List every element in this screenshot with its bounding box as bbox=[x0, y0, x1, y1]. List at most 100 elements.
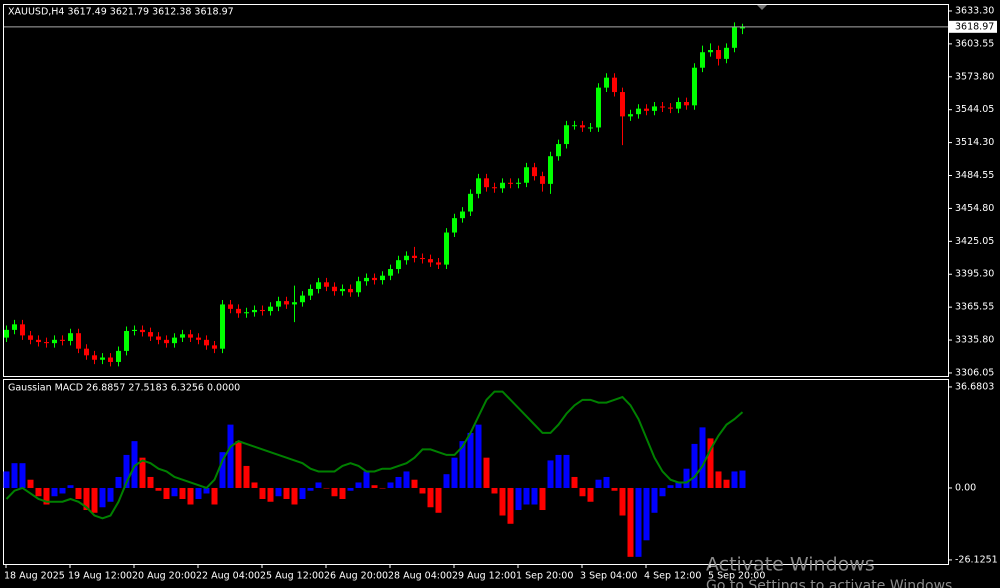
histogram-bar bbox=[451, 457, 458, 488]
histogram-bar bbox=[11, 463, 18, 488]
histogram-bar bbox=[595, 479, 602, 488]
candle-body bbox=[188, 334, 193, 338]
histogram-bar bbox=[131, 441, 138, 488]
candle-body bbox=[236, 308, 241, 314]
histogram-bar bbox=[443, 474, 450, 488]
x-tick-label: 29 Aug 12:00 bbox=[452, 571, 516, 582]
histogram-bar bbox=[123, 454, 130, 488]
y-tick-label: 3395.30 bbox=[955, 269, 994, 280]
candle-body bbox=[420, 257, 425, 260]
y-tick-label: 3454.80 bbox=[955, 203, 994, 214]
histogram-bar bbox=[19, 463, 26, 488]
candle-body bbox=[124, 330, 129, 351]
candle-body bbox=[684, 102, 689, 106]
y-tick-label: 3544.05 bbox=[955, 104, 994, 115]
histogram-bar bbox=[467, 432, 474, 488]
candle-body bbox=[116, 350, 121, 362]
candle-body bbox=[396, 260, 401, 270]
histogram-bar bbox=[331, 487, 338, 497]
watermark-subtitle: Go to Settings to activate Windows. bbox=[706, 578, 957, 588]
histogram-bar bbox=[419, 487, 426, 494]
histogram-bar bbox=[475, 424, 482, 488]
histogram-bar bbox=[667, 485, 674, 488]
candle-body bbox=[604, 77, 609, 88]
histogram-bar bbox=[395, 476, 402, 488]
histogram-bar bbox=[251, 482, 258, 488]
histogram-bar bbox=[243, 465, 250, 488]
histogram-bar bbox=[619, 487, 626, 516]
histogram-bar bbox=[275, 487, 282, 497]
candle-body bbox=[244, 312, 249, 314]
histogram-bar bbox=[715, 471, 722, 488]
histogram-bar bbox=[499, 487, 506, 516]
histogram-bar bbox=[3, 471, 10, 488]
histogram-bar bbox=[691, 443, 698, 488]
candle-body bbox=[708, 50, 713, 53]
histogram-bar bbox=[347, 487, 354, 491]
candle-body bbox=[12, 324, 17, 330]
candle-body bbox=[476, 178, 481, 194]
histogram-bar bbox=[307, 487, 314, 491]
macd-title: Gaussian MACD 26.8857 27.5183 6.3256 0.0… bbox=[8, 383, 240, 394]
candle-body bbox=[644, 108, 649, 111]
x-tick-label: 19 Aug 12:00 bbox=[68, 571, 132, 582]
candle-body bbox=[276, 301, 281, 307]
candle-body bbox=[572, 125, 577, 127]
histogram-bar bbox=[155, 487, 162, 491]
histogram-bar bbox=[651, 487, 658, 513]
candle-body bbox=[580, 125, 585, 128]
price-title: XAUUSD,H4 3617.49 3621.79 3612.38 3618.9… bbox=[8, 7, 234, 18]
histogram-bar bbox=[83, 487, 90, 511]
candle-body bbox=[652, 106, 657, 111]
candle-body bbox=[428, 259, 433, 263]
histogram-bar bbox=[539, 487, 546, 511]
candle-body bbox=[140, 329, 145, 333]
candle-body bbox=[156, 336, 161, 340]
x-tick-label: 18 Aug 2025 bbox=[4, 571, 65, 582]
histogram-bar bbox=[235, 441, 242, 488]
candle-body bbox=[228, 304, 233, 309]
histogram-bar bbox=[211, 487, 218, 505]
candle-body bbox=[596, 87, 601, 128]
histogram-bar bbox=[363, 471, 370, 488]
histogram-bar bbox=[635, 487, 642, 557]
y-tick-label: 3425.05 bbox=[955, 236, 994, 247]
histogram-bar bbox=[699, 427, 706, 488]
candle-body bbox=[724, 47, 729, 59]
candle-body bbox=[516, 182, 521, 184]
histogram-bar bbox=[43, 487, 50, 505]
histogram-bar bbox=[27, 479, 34, 488]
x-tick-label: 5 Sep 20:00 bbox=[708, 571, 765, 582]
current-price-box bbox=[949, 20, 997, 33]
price-panel-frame bbox=[3, 4, 949, 377]
candle-body bbox=[300, 295, 305, 303]
histogram-bar bbox=[603, 476, 610, 488]
candle-body bbox=[716, 50, 721, 59]
candle-body bbox=[260, 309, 265, 312]
candle-body bbox=[380, 275, 385, 281]
histogram-bar bbox=[523, 487, 530, 505]
histogram-bar bbox=[403, 471, 410, 488]
candle-body bbox=[588, 127, 593, 129]
histogram-bar bbox=[723, 479, 730, 488]
x-tick-label: 25 Aug 12:00 bbox=[260, 571, 324, 582]
candle-body bbox=[460, 211, 465, 219]
histogram-bar bbox=[627, 487, 634, 557]
histogram-bar bbox=[315, 482, 322, 488]
histogram-bar bbox=[643, 487, 650, 541]
histogram-bar bbox=[411, 479, 418, 488]
candle-body bbox=[532, 167, 537, 177]
histogram-bar bbox=[259, 487, 266, 499]
histogram-bar bbox=[707, 438, 714, 488]
x-tick-label: 26 Aug 20:00 bbox=[324, 571, 388, 582]
histogram-bar bbox=[267, 487, 274, 502]
histogram-bar bbox=[187, 487, 194, 505]
x-tick-label: 4 Sep 12:00 bbox=[644, 571, 701, 582]
candle-body bbox=[436, 262, 441, 265]
histogram-bar bbox=[555, 454, 562, 488]
histogram-bar bbox=[339, 487, 346, 499]
histogram-bar bbox=[115, 476, 122, 488]
histogram-bar bbox=[563, 454, 570, 488]
candle-body bbox=[508, 182, 513, 184]
